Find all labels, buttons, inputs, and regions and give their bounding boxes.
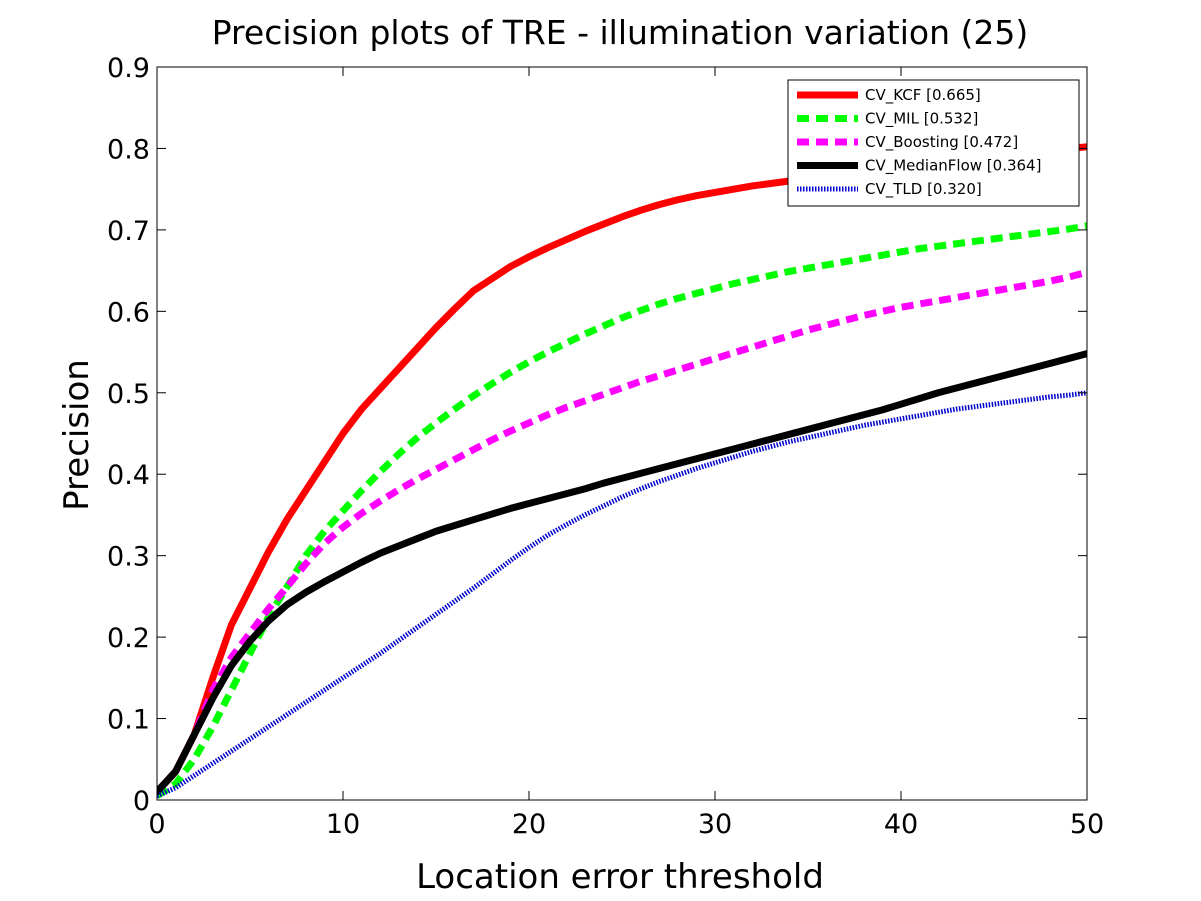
y-tick-label: 0.6 — [107, 297, 150, 328]
series-line-2 — [157, 222, 1087, 799]
x-tick-label: 50 — [1070, 809, 1104, 840]
y-tick-label: 0.1 — [107, 705, 150, 736]
legend-label-2: CV_MIL [0.532] — [865, 110, 978, 129]
x-tick-label: 10 — [326, 809, 360, 840]
legend: CV_KCF [0.665] CV_MIL [0.532] CV_Boosting … — [787, 79, 1080, 207]
x-tick-label: 20 — [512, 809, 546, 840]
series-line-4 — [157, 350, 1087, 796]
legend-label-3: CV_Boosting [0.472] — [865, 133, 1018, 152]
y-axis-label: Precision — [57, 359, 97, 511]
y-tick-label: 0.4 — [107, 460, 150, 491]
y-tick-label: 0.5 — [107, 379, 150, 410]
legend-label-4: CV_MedianFlow [0.364] — [865, 157, 1041, 176]
x-tick-label: 40 — [884, 809, 918, 840]
x-tick-label: 0 — [148, 809, 165, 840]
x-axis-label: Location error threshold — [416, 857, 824, 897]
legend-label-5: CV_TLD [0.320] — [865, 180, 982, 199]
y-tick-label: 0 — [133, 786, 150, 817]
y-tick-label: 0.9 — [107, 53, 150, 84]
y-tick-label: 0.8 — [107, 134, 150, 165]
y-tick-label: 0.2 — [107, 623, 150, 654]
y-tick-label: 0.7 — [107, 216, 150, 247]
y-tick-label: 0.3 — [107, 542, 150, 573]
series-line-5 — [157, 390, 1087, 799]
axes-box — [156, 66, 1088, 801]
chart-title: Precision plots of TRE - illumination va… — [212, 13, 1029, 52]
x-tick-label: 30 — [698, 809, 732, 840]
series-line-3 — [157, 268, 1087, 795]
legend-label-1: CV_KCF [0.665] — [865, 86, 981, 105]
